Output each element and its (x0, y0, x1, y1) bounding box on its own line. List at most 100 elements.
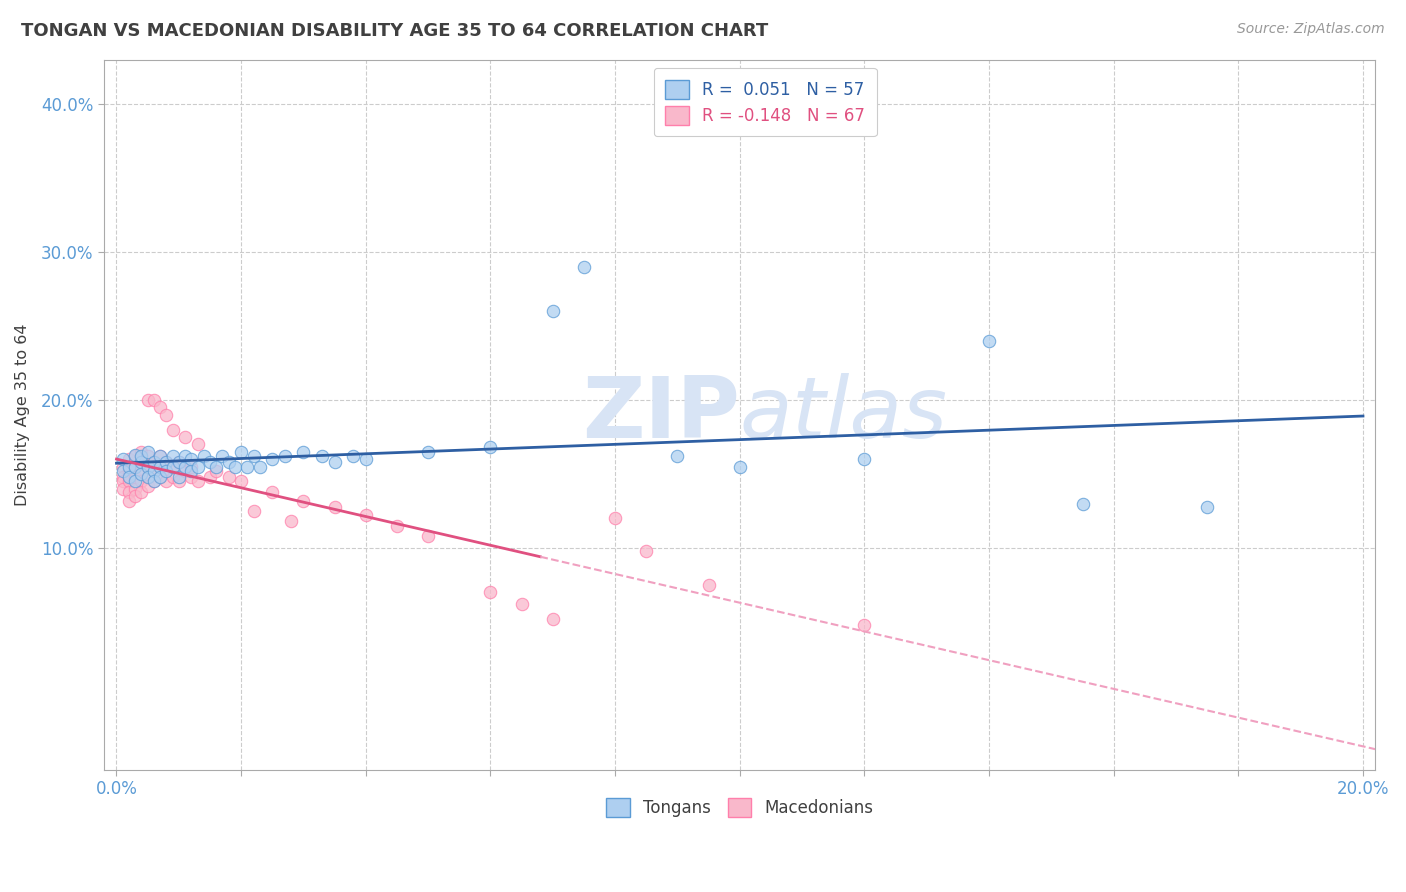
Point (174, 430, 197, 444)
Point (167, 455, 190, 469)
Legend: Tongans, Macedonians: Tongans, Macedonians (598, 789, 882, 826)
Point (205, 464, 228, 478)
Point (198, 470, 221, 484)
Point (354, 508, 377, 523)
Point (167, 475, 190, 489)
Point (162, 459, 184, 474)
Point (149, 401, 172, 415)
Point (180, 464, 202, 478)
Point (167, 470, 190, 484)
Point (541, 304, 564, 318)
Point (124, 459, 146, 474)
Point (142, 464, 165, 478)
Point (131, 449, 153, 463)
Point (149, 449, 172, 463)
Point (131, 455, 153, 469)
Point (205, 459, 228, 474)
Point (231, 475, 253, 489)
Point (186, 459, 208, 474)
Point (118, 470, 141, 484)
Point (180, 452, 202, 467)
Point (136, 449, 159, 463)
Point (311, 449, 333, 463)
Point (124, 482, 146, 496)
Point (155, 455, 177, 469)
Point (111, 452, 134, 467)
Point (274, 449, 297, 463)
Point (174, 464, 197, 478)
Point (124, 475, 146, 489)
Point (149, 470, 172, 484)
Point (186, 475, 208, 489)
Point (136, 470, 159, 484)
Point (111, 470, 134, 484)
Point (249, 459, 271, 474)
Point (155, 455, 177, 469)
Point (136, 470, 159, 484)
Point (218, 455, 240, 469)
Point (224, 459, 246, 474)
Text: ZIP: ZIP (582, 373, 740, 457)
Point (728, 459, 751, 474)
Point (174, 449, 197, 463)
Point (155, 408, 177, 422)
Point (416, 529, 439, 543)
Point (142, 464, 165, 478)
Point (118, 493, 141, 508)
Point (180, 459, 202, 474)
Point (1071, 497, 1094, 511)
Point (124, 448, 146, 462)
Point (853, 452, 876, 467)
Point (218, 470, 240, 484)
Point (167, 455, 190, 469)
Point (142, 455, 165, 469)
Point (162, 423, 184, 437)
Y-axis label: Disability Age 35 to 64: Disability Age 35 to 64 (15, 324, 30, 506)
Point (292, 493, 315, 508)
Point (118, 452, 141, 467)
Point (142, 392, 165, 407)
Point (1197, 500, 1219, 514)
Point (124, 449, 146, 463)
Point (131, 464, 153, 478)
Point (572, 260, 595, 274)
Point (354, 452, 377, 467)
Point (118, 475, 141, 489)
Point (162, 449, 184, 463)
Point (977, 334, 1000, 348)
Point (510, 597, 533, 611)
Point (853, 618, 876, 632)
Point (136, 445, 159, 459)
Point (118, 484, 141, 499)
Point (149, 459, 172, 474)
Point (697, 578, 720, 592)
Point (162, 470, 184, 484)
Point (323, 500, 346, 514)
Point (636, 544, 658, 558)
Point (118, 464, 141, 478)
Point (292, 445, 315, 459)
Point (131, 455, 153, 469)
Point (111, 464, 134, 478)
Point (262, 484, 284, 499)
Point (131, 467, 153, 481)
Point (111, 482, 134, 496)
Point (242, 504, 264, 518)
Point (136, 392, 159, 407)
Point (323, 455, 346, 469)
Point (136, 479, 159, 493)
Point (479, 441, 502, 455)
Point (342, 449, 364, 463)
Point (666, 449, 689, 463)
Point (385, 518, 408, 533)
Point (155, 464, 177, 478)
Point (186, 437, 208, 451)
Point (541, 612, 564, 626)
Point (236, 459, 259, 474)
Point (149, 449, 172, 463)
Point (231, 445, 253, 459)
Point (479, 585, 502, 599)
Point (136, 459, 159, 474)
Text: atlas: atlas (740, 373, 948, 457)
Point (124, 489, 146, 503)
